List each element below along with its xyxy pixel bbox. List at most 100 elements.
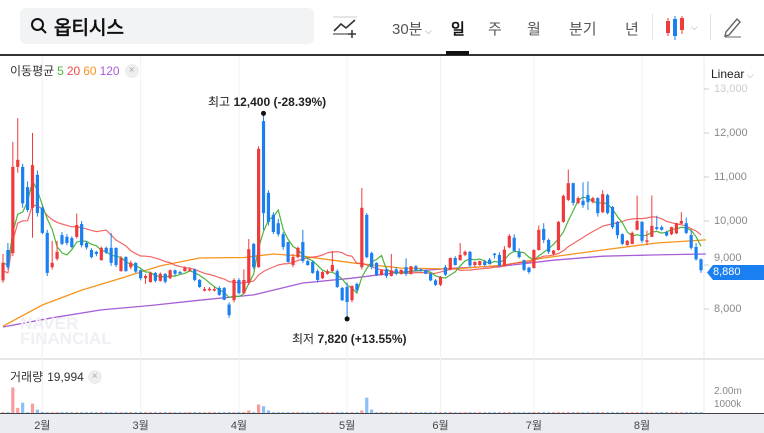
- volume-bar: [571, 412, 575, 413]
- volume-bar: [89, 412, 94, 413]
- volume-bar: [640, 412, 644, 413]
- tab-quarter[interactable]: 분기: [569, 21, 597, 38]
- volume-bar: [1, 412, 5, 413]
- candle: [75, 224, 79, 237]
- interval-label: 30분: [392, 21, 423, 38]
- candle: [625, 240, 629, 246]
- volume-bar: [527, 412, 531, 413]
- volume-bar: [414, 412, 418, 413]
- volume-bar: [35, 409, 40, 413]
- candle: [448, 257, 452, 270]
- chevron-down-icon: ⌵: [691, 21, 698, 32]
- pencil-icon[interactable]: [723, 16, 743, 38]
- scale-mode-dropdown[interactable]: Linear ⌵: [711, 67, 754, 81]
- y-tick-label: 11,000: [714, 171, 747, 183]
- candle: [606, 195, 610, 214]
- candle: [266, 192, 271, 222]
- candle: [645, 240, 649, 242]
- volume-bar: [94, 412, 98, 413]
- volume-bar: [143, 412, 148, 413]
- ma120-line: [2, 253, 706, 328]
- divider: [710, 14, 711, 40]
- candle: [532, 250, 536, 269]
- volume-bar: [16, 407, 20, 413]
- volume-bar: [178, 412, 182, 413]
- volume-bar: [547, 412, 551, 413]
- volume-bar: [630, 412, 634, 413]
- volume-bar: [173, 412, 177, 413]
- candle: [547, 239, 551, 252]
- candle: [60, 235, 64, 244]
- candle: [497, 254, 502, 266]
- volume-bar: [502, 412, 506, 413]
- volume-bar: [424, 412, 428, 413]
- volume-bar: [664, 412, 669, 413]
- volume-bar: [542, 412, 546, 413]
- low-label: 최저: [292, 332, 315, 346]
- volume-bar: [80, 412, 84, 413]
- candle: [25, 187, 30, 210]
- volume-bar: [276, 412, 280, 413]
- volume-bar: [129, 412, 133, 413]
- tab-day[interactable]: 일: [451, 21, 465, 38]
- tab-week[interactable]: 주: [488, 21, 502, 38]
- candle: [517, 251, 521, 258]
- scale-mode-label: Linear: [711, 67, 745, 81]
- candle: [325, 271, 330, 274]
- indicator-add-icon[interactable]: [333, 16, 359, 40]
- volume-bar: [55, 412, 59, 413]
- candle-type-icon: [666, 16, 684, 40]
- candle: [271, 214, 275, 232]
- candle: [1, 262, 5, 281]
- tab-month[interactable]: 월: [527, 21, 541, 38]
- candle: [143, 276, 148, 279]
- candle: [473, 261, 477, 265]
- volume-legend: 거래량 19,994 ×: [10, 368, 102, 385]
- close-icon[interactable]: ×: [124, 63, 139, 78]
- candle: [99, 247, 103, 261]
- ma120-label: 120: [99, 63, 120, 78]
- search-input[interactable]: 옵티시스: [20, 8, 314, 44]
- candle: [247, 249, 251, 284]
- candle: [655, 227, 659, 229]
- volume-bar: [237, 412, 241, 413]
- volume-bar: [252, 412, 256, 413]
- volume-bar: [124, 412, 128, 413]
- volume-bar: [311, 412, 315, 413]
- x-tick-label: 3월: [132, 420, 149, 432]
- y-tick-label: 13,000: [714, 83, 748, 95]
- volume-bar: [512, 412, 516, 413]
- volume-bar: [360, 410, 364, 413]
- volume-bar: [45, 412, 49, 413]
- volume-bar: [340, 412, 344, 413]
- volume-bar: [689, 412, 693, 413]
- candle: [542, 228, 546, 240]
- candle: [11, 166, 15, 254]
- candle: [674, 223, 679, 234]
- candle: [689, 235, 693, 248]
- candle: [6, 250, 10, 268]
- high-annotation: 최고 12,400 (-28.39%): [208, 93, 326, 110]
- candle: [483, 261, 487, 265]
- volume-bar: [119, 412, 123, 413]
- candle: [360, 207, 364, 268]
- candle: [45, 232, 49, 273]
- candle: [281, 234, 285, 247]
- volume-bar: [193, 412, 197, 413]
- candle: [502, 249, 506, 266]
- interval-dropdown[interactable]: 30분 ⌵: [392, 18, 432, 39]
- tab-year[interactable]: 년: [625, 21, 639, 38]
- ma-legend-label: 이동평균: [10, 64, 55, 78]
- candle: [699, 259, 703, 271]
- close-icon[interactable]: ×: [87, 369, 102, 384]
- x-axis[interactable]: 2월 3월 4월 5월 6월 7월 8월: [0, 413, 764, 433]
- volume-bar: [684, 412, 688, 413]
- candle: [620, 234, 624, 244]
- candle: [379, 270, 384, 276]
- candle: [84, 243, 89, 248]
- candle-type-dropdown[interactable]: ⌵: [664, 14, 698, 40]
- volume-bar: [222, 412, 226, 413]
- volume-bar: [497, 412, 502, 413]
- volume-bar: [232, 412, 236, 413]
